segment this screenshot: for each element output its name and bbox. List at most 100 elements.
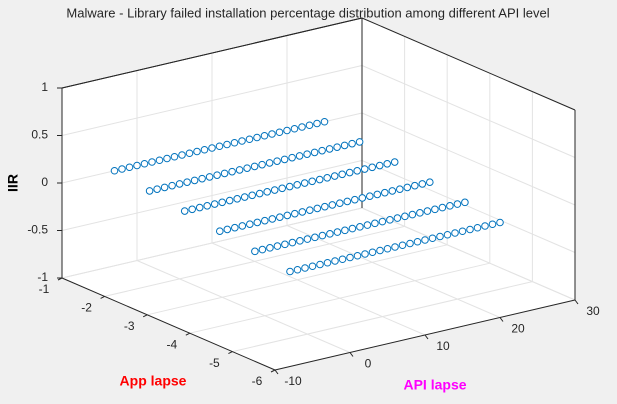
data-point [418,180,427,188]
data-point [353,251,362,260]
data-point [428,234,437,243]
chart-title: Malware - Library failed installation pe… [66,5,549,20]
data-point [355,138,364,146]
data-point [298,208,307,216]
data-point [393,214,402,222]
data-point [133,161,141,170]
data-point [190,176,199,185]
data-point [446,202,454,210]
data-point [315,175,324,184]
tick-mark [499,317,504,322]
data-point [320,117,329,126]
data-point [185,149,194,158]
data-point [308,262,317,271]
data-point [321,202,329,211]
data-point [275,128,284,137]
data-point [208,144,216,152]
grid-line [361,65,576,158]
data-point [288,238,297,247]
data-point [298,123,306,131]
y-tick-label: -2 [81,301,92,315]
data-point [401,212,409,221]
data-point [375,161,384,170]
data-point [326,230,334,238]
grid-line [211,242,426,336]
data-point [163,154,171,163]
data-point [371,219,379,228]
grid-line [61,207,363,279]
data-point [340,141,349,150]
data-point [200,145,209,154]
data-point [373,190,382,199]
data-point [278,184,287,193]
data-point [273,157,281,165]
axis-line [61,17,363,89]
data-point [183,178,191,186]
data-point [421,236,429,244]
z-tick-label: 1 [41,80,48,94]
data-point [140,159,149,168]
tick-mark [349,352,354,357]
data-point [268,215,277,223]
grid-line [61,160,363,231]
data-point [431,205,439,214]
data-point [238,222,247,230]
data-point [323,258,332,267]
data-point [451,229,459,237]
y-tick-label: -4 [166,337,177,351]
data-point [458,227,467,236]
data-point [218,198,226,207]
z-tick-label: -1 [37,270,48,284]
data-point [213,171,221,179]
grid-line [147,244,448,316]
data-point [155,156,164,165]
data-point [210,200,219,208]
data-point [336,199,344,207]
data-point [170,152,179,161]
grid-line [361,207,576,301]
data-point [288,153,296,162]
data-point [245,135,254,144]
data-point [343,197,352,206]
data-point [325,145,334,153]
data-point [366,192,374,200]
data-point [423,207,432,215]
axis-line [361,17,576,111]
data-point [255,189,264,198]
data-point [286,267,294,276]
data-point [230,138,239,147]
data-point [305,121,314,130]
data-point [333,143,341,151]
data-point [318,231,327,240]
data-point [125,163,134,172]
data-point [253,218,262,227]
data-point [443,230,452,239]
data-point [258,160,266,169]
data-point [345,168,354,177]
data-point [313,119,321,128]
data-point [351,195,359,204]
y-tick-label: -5 [209,356,220,370]
data-point [313,204,322,213]
data-point [346,253,354,262]
data-point [238,137,246,145]
data-point [268,130,276,138]
data-point [306,206,314,214]
data-point [228,167,236,176]
tick-mark [100,295,105,299]
x-tick-label: 30 [586,304,600,318]
data-point [413,237,422,246]
data-point [363,221,372,229]
x-axis-label: API lapse [403,377,466,393]
grid-line [136,260,351,353]
data-point [203,202,211,210]
data-point [368,248,377,257]
data-point [331,257,339,265]
data-point [328,201,337,209]
tick-mark [228,351,233,355]
tick-mark [270,369,276,373]
data-point [361,250,369,258]
data-point [215,142,224,151]
data-point [235,166,244,174]
data-point [388,187,397,195]
